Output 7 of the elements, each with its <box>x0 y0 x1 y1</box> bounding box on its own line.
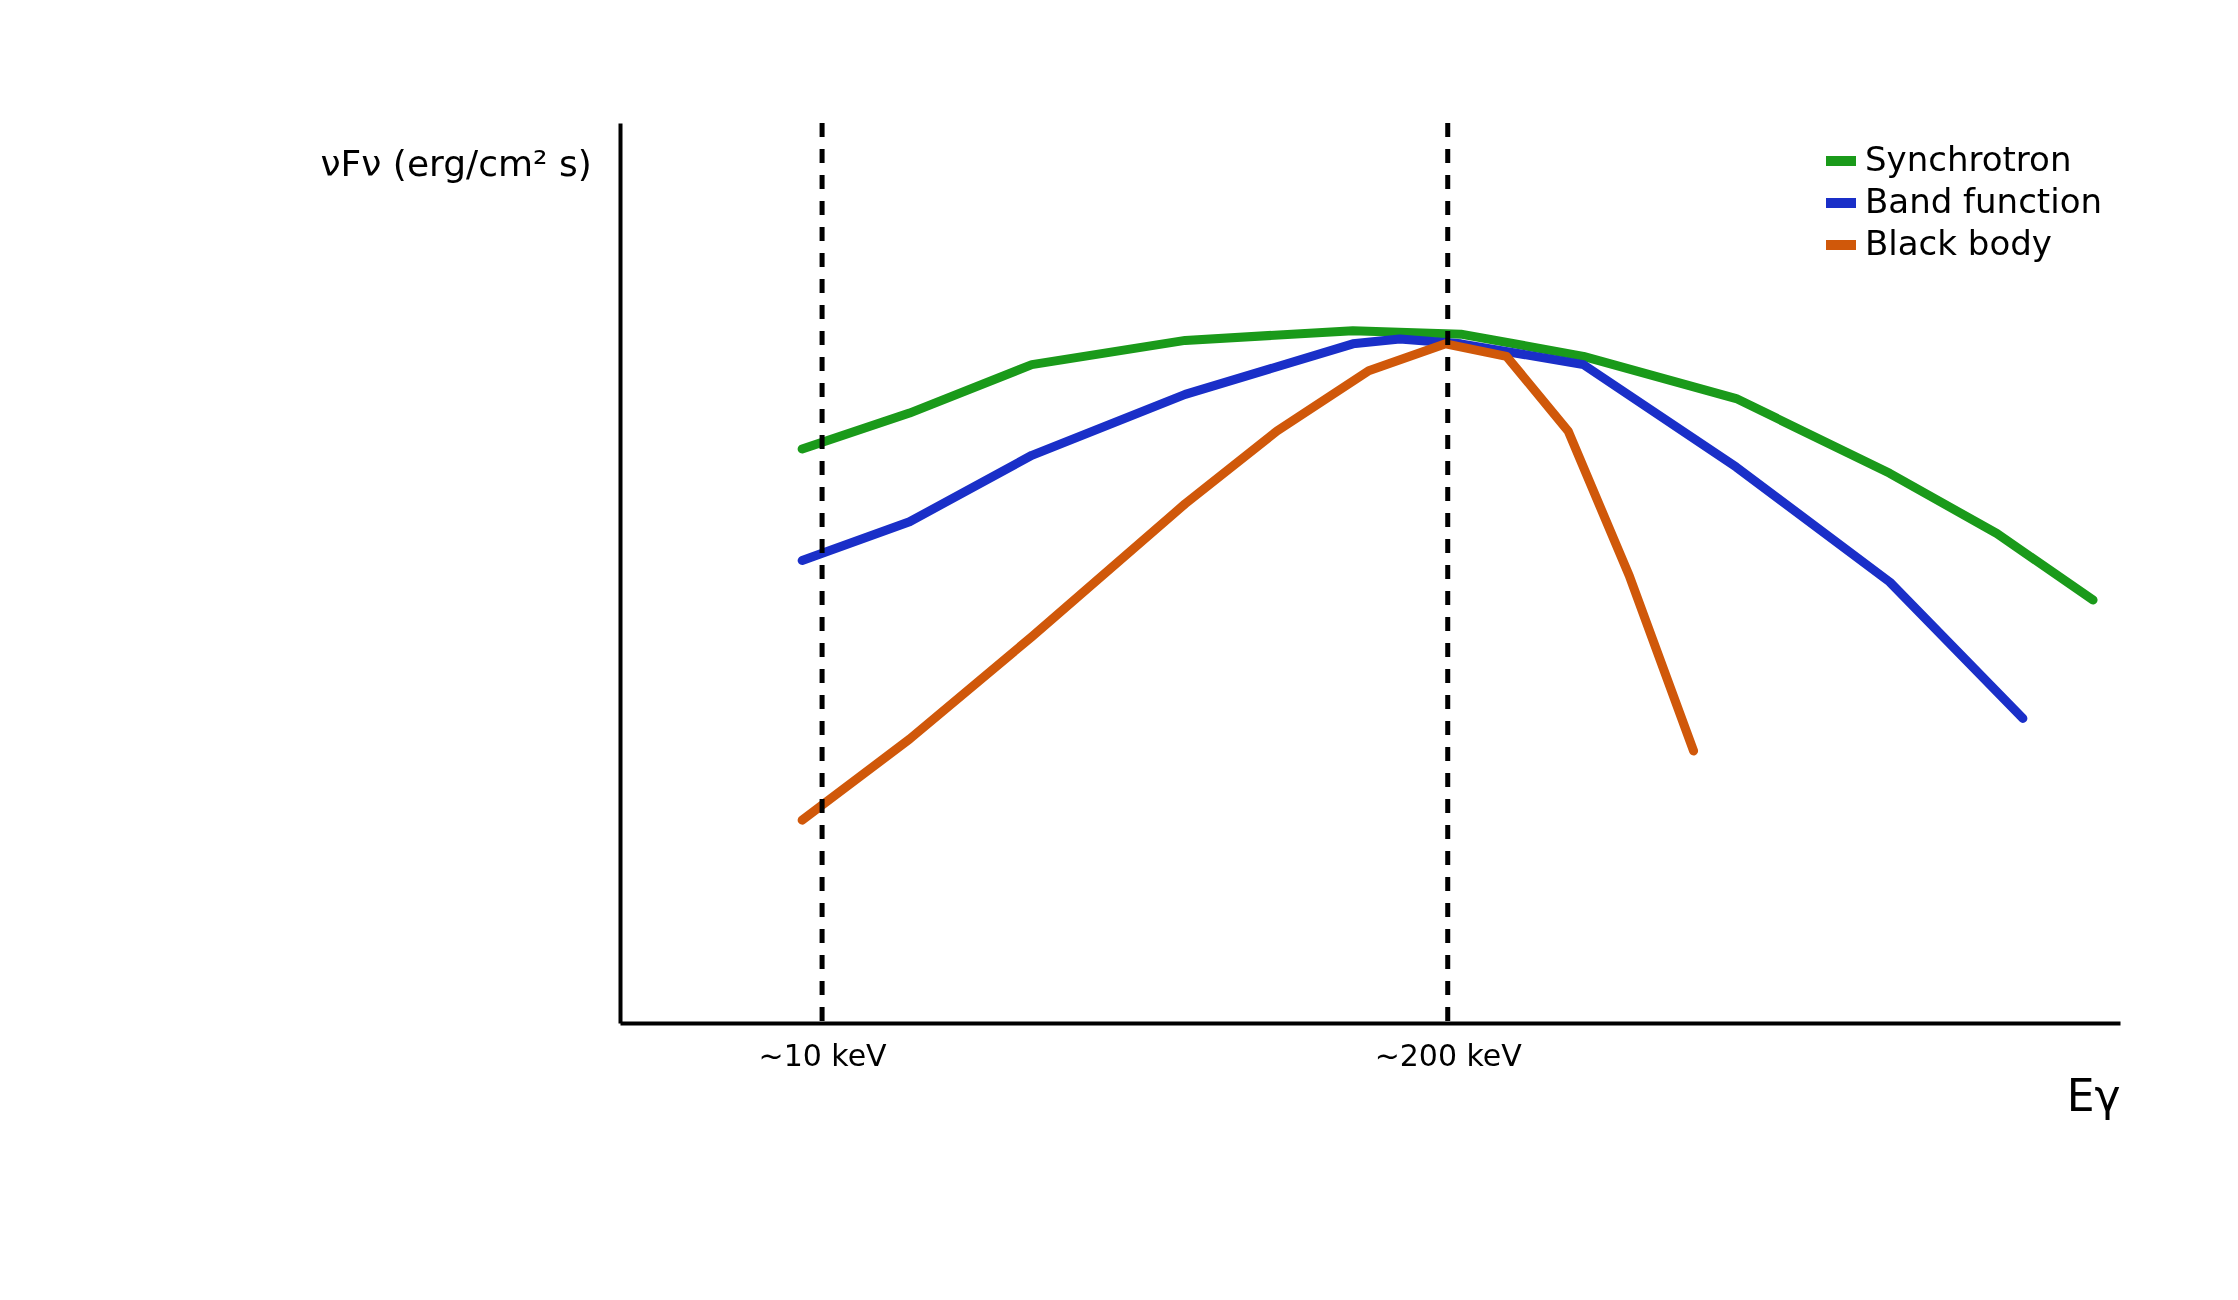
legend-label: Band function <box>1865 181 2102 221</box>
x-tick-label: ~200 keV <box>1374 1037 1523 1073</box>
legend-label: Black body <box>1865 223 2052 263</box>
x-axis-title: Eγ <box>2066 1069 2121 1121</box>
x-tick-label: ~10 keV <box>758 1037 888 1073</box>
legend-label: Synchrotron <box>1865 139 2072 179</box>
y-axis-title: νFν (erg/cm² s) <box>320 142 592 184</box>
